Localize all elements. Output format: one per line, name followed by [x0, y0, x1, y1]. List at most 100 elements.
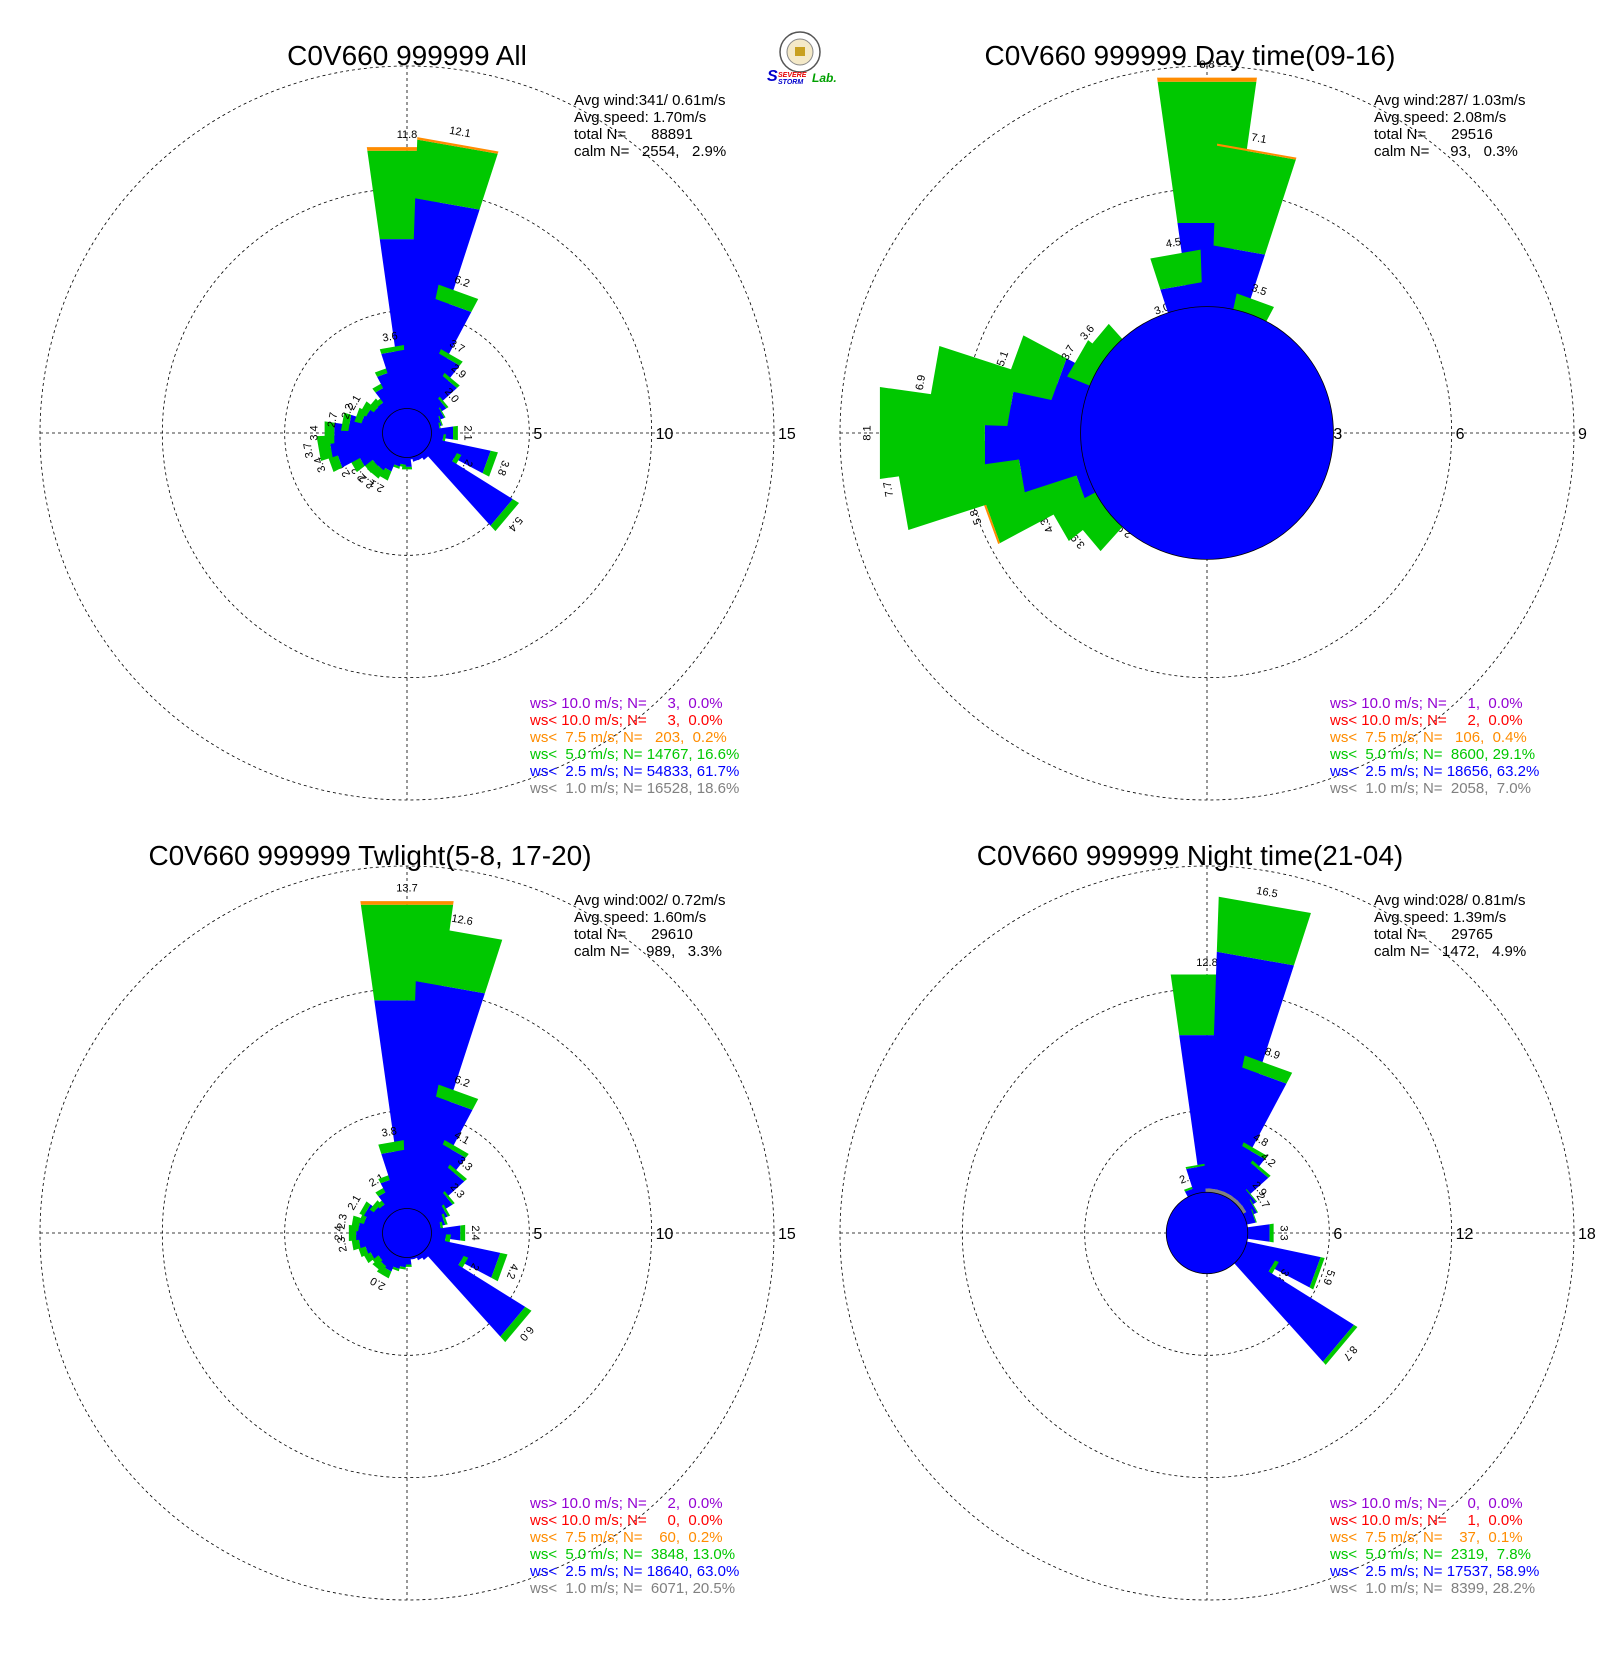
scale-ring: [39, 865, 775, 1601]
bar-segment: [373, 1203, 393, 1222]
bar-segment: [374, 447, 396, 471]
bar-value-label: 3.5: [1250, 282, 1268, 299]
stats-line: calm N= 989, 3.3%: [574, 943, 722, 960]
bar-segment: [490, 499, 520, 532]
scale-ring: [39, 65, 775, 801]
bar-value-label: 12.1: [448, 125, 471, 141]
bar-segment: [423, 1245, 526, 1337]
legend-entry: ws< 10.0 m/s; N= 0, 0.0%: [529, 1512, 723, 1529]
bar-segment: [1237, 1240, 1321, 1288]
bar-value-label: 12.8: [1196, 957, 1217, 969]
bar-segment: [1186, 1165, 1206, 1199]
legend-entry: ws< 10.0 m/s; N= 2, 0.0%: [1329, 712, 1523, 729]
bar-segment: [359, 401, 373, 417]
bar-value-label: 12.6: [451, 913, 474, 929]
bar-segment: [415, 924, 503, 994]
logo-seal-emblem: [795, 47, 805, 56]
bar-value-label: 6.9: [914, 374, 928, 391]
bar-value-label: 5.1: [995, 350, 1012, 368]
bar-segment: [1269, 1223, 1274, 1243]
bar-value-label: 3.4: [309, 425, 321, 440]
bar-segment: [1216, 1067, 1287, 1194]
bar-segment: [369, 1200, 381, 1213]
center-disc: [382, 1208, 432, 1258]
ring-label: 15: [778, 1226, 796, 1243]
bar-segment: [375, 385, 399, 416]
bar-value-label: 2.1: [346, 1193, 364, 1212]
center-disc: [1080, 306, 1334, 560]
wind-rose-panel: C0V660 999999 Night time(21-04) 6 12 18 12.8…: [839, 840, 1596, 1601]
bar-segment: [500, 1306, 532, 1343]
bar-segment: [1242, 1199, 1258, 1217]
bar-value-label: 3.4: [312, 455, 329, 473]
bar-segment: [357, 441, 390, 467]
ring-label: 10: [656, 1226, 674, 1243]
bar-segment: [373, 403, 393, 422]
bar-segment: [1242, 1142, 1268, 1160]
legend-entry: ws< 10.0 m/s; N= 3, 0.0%: [529, 712, 723, 729]
center-disc: [1165, 1191, 1249, 1275]
bar-segment: [1230, 1162, 1269, 1203]
bar-value-label: 8.7: [1340, 1343, 1359, 1362]
bar-segment: [419, 1167, 465, 1217]
bar-segment: [442, 1139, 469, 1158]
legend-entry: ws> 10.0 m/s; N= 2, 0.0%: [529, 1495, 723, 1512]
stats-line: Avg wind:287/ 1.03m/s: [1374, 92, 1525, 109]
ring-label: 10: [656, 426, 674, 443]
bar-segment: [1217, 143, 1297, 160]
legend-entry: ws< 1.0 m/s; N= 16528, 18.6%: [529, 780, 739, 797]
stats-line: Avg speed: 1.39m/s: [1374, 909, 1506, 926]
bar-segment: [378, 1189, 399, 1216]
bar-value-label: 2.4: [469, 1225, 481, 1240]
wind-rose-panel: C0V660 999999 Twlight(5-8, 17-20) 5 10 15 13…: [39, 840, 796, 1601]
legend-entry: ws< 2.5 m/s; N= 18640, 63.0%: [529, 1563, 739, 1580]
bar-segment: [417, 137, 499, 154]
bar-value-label: 7.1: [1250, 132, 1267, 146]
legend-entry: ws< 2.5 m/s; N= 54833, 61.7%: [529, 763, 739, 780]
bar-value-label: 5.8: [968, 508, 985, 526]
bar-value-label: 3.8: [381, 1125, 398, 1139]
legend-entry: ws< 7.5 m/s; N= 203, 0.2%: [529, 729, 727, 746]
stats-line: calm N= 1472, 4.9%: [1374, 943, 1526, 960]
bar-segment: [1003, 335, 1067, 400]
ring-label: 6: [1333, 1226, 1342, 1243]
bar-segment: [350, 1215, 361, 1232]
bar-segment: [1150, 249, 1202, 290]
bar-value-label: 8.9: [1263, 1046, 1281, 1063]
chart-title: C0V660 999999 Day time(09-16): [985, 40, 1396, 71]
bar-segment: [1241, 1224, 1270, 1242]
bar-segment: [1157, 77, 1257, 82]
legend-entry: ws< 10.0 m/s; N= 1, 0.0%: [1329, 1512, 1523, 1529]
bar-value-label: 3.3: [1277, 1225, 1289, 1240]
stats-line: calm N= 2554, 2.9%: [574, 143, 726, 160]
center-disc: [382, 408, 432, 458]
bar-segment: [335, 437, 388, 468]
legend-entry: ws< 2.5 m/s; N= 17537, 58.9%: [1329, 1563, 1539, 1580]
bar-segment: [1322, 1324, 1358, 1365]
stats-line: total N= 29765: [1374, 926, 1493, 943]
bar-segment: [1251, 1209, 1257, 1223]
ring-label: 5: [533, 426, 542, 443]
bar-segment: [377, 370, 403, 414]
bar-segment: [423, 1193, 453, 1221]
bar-value-label: 4.2: [504, 1262, 521, 1280]
legend-entry: ws< 2.5 m/s; N= 18656, 63.2%: [1329, 763, 1539, 780]
bar-segment: [491, 1252, 508, 1282]
bar-segment: [1185, 1163, 1205, 1170]
bar-segment: [1213, 145, 1296, 255]
lab-logo: S SEVERE STORM Lab.: [767, 31, 837, 86]
legend-entry: ws< 7.5 m/s; N= 60, 0.2%: [529, 1529, 723, 1546]
legend-entry: ws> 10.0 m/s; N= 0, 0.0%: [1329, 1495, 1523, 1512]
ring-label: 9: [1578, 426, 1587, 443]
legend-entry: ws< 5.0 m/s; N= 8600, 29.1%: [1329, 746, 1535, 763]
logo-text-lab: Lab.: [812, 71, 837, 85]
legend-entry: ws< 5.0 m/s; N= 2319, 7.8%: [1329, 1546, 1531, 1563]
bar-value-label: 13.7: [396, 883, 417, 895]
bar-value-label: 2.0: [368, 1274, 387, 1292]
bar-segment: [460, 1224, 466, 1242]
bar-segment: [401, 466, 413, 470]
bar-value-label: 3.6: [382, 330, 399, 344]
stats-line: Avg wind:028/ 0.81m/s: [1374, 892, 1525, 909]
stats-line: Avg wind:341/ 0.61m/s: [574, 92, 725, 109]
